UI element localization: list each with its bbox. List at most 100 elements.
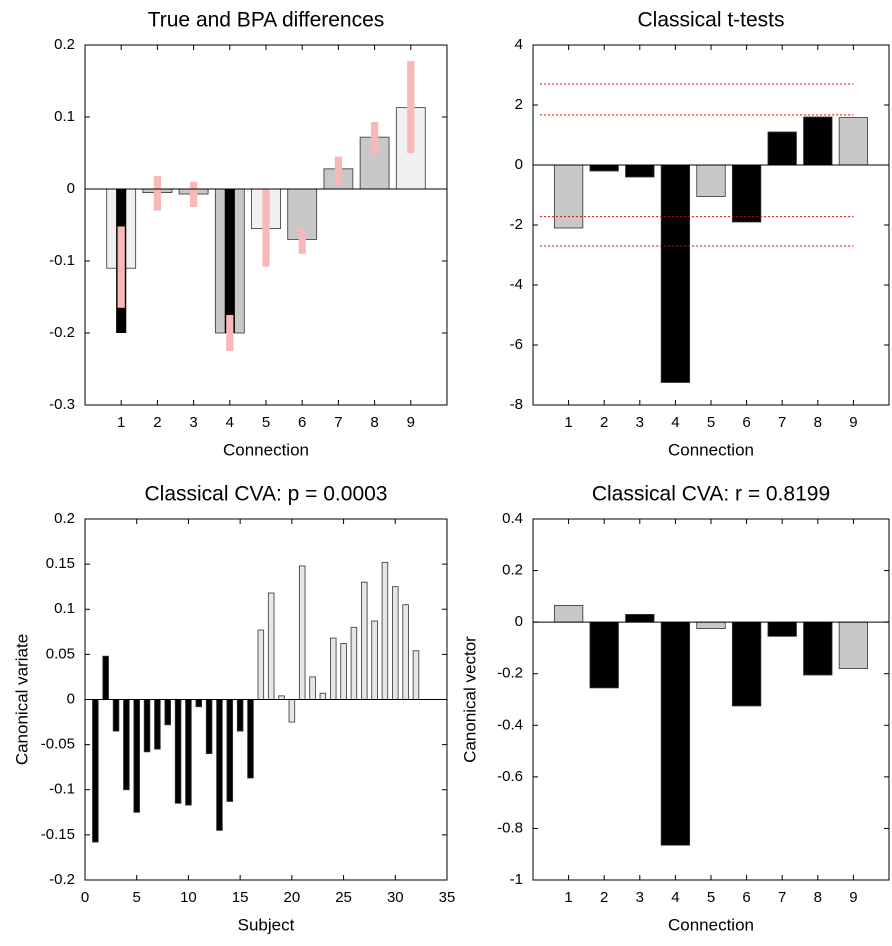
bar xyxy=(216,699,223,831)
bar xyxy=(803,116,833,166)
x-tick-label: 5 xyxy=(262,414,270,431)
bar xyxy=(298,565,306,700)
bar xyxy=(402,604,409,700)
interval xyxy=(226,315,234,351)
x-tick-label: 5 xyxy=(707,414,715,431)
x-tick-label: 9 xyxy=(407,414,415,431)
y-tick-label: 0 xyxy=(67,690,75,707)
x-tick-label: 0 xyxy=(81,889,89,906)
bar xyxy=(92,699,99,843)
bar xyxy=(696,164,726,197)
x-tick-label: 5 xyxy=(707,889,715,906)
bar xyxy=(247,699,254,779)
plot-frame xyxy=(532,518,890,881)
x-axis-label: Subject xyxy=(238,915,295,934)
y-tick-label: -8 xyxy=(510,396,523,413)
bar xyxy=(205,699,213,755)
y-tick-label: -0.4 xyxy=(497,716,523,733)
y-tick-label: -0.2 xyxy=(49,324,75,341)
x-tick-label: 10 xyxy=(180,889,197,906)
y-axis-label: Canonical variate xyxy=(12,634,31,765)
bar xyxy=(803,621,833,676)
bar xyxy=(412,650,420,700)
x-tick-label: 7 xyxy=(778,889,786,906)
bar xyxy=(133,699,140,813)
bar xyxy=(278,695,285,700)
y-tick-label: -0.15 xyxy=(41,826,75,843)
x-tick-label: 6 xyxy=(742,414,750,431)
bar xyxy=(257,629,265,700)
interval xyxy=(262,189,270,267)
y-tick-label: -2 xyxy=(510,216,523,233)
x-tick-label: 30 xyxy=(387,889,404,906)
x-tick-label: 8 xyxy=(814,414,822,431)
bar xyxy=(102,655,109,700)
y-tick-label: -4 xyxy=(510,276,523,293)
y-tick-label: 0.05 xyxy=(46,645,75,662)
x-tick-label: 25 xyxy=(335,889,352,906)
y-tick-label: -0.1 xyxy=(49,252,75,269)
x-tick-label: 7 xyxy=(778,414,786,431)
x-tick-label: 2 xyxy=(600,889,608,906)
bar xyxy=(154,699,161,750)
x-tick-label: 7 xyxy=(334,414,342,431)
y-axis-label: Canonical vector xyxy=(460,636,479,763)
bar xyxy=(236,699,244,732)
x-tick-label: 5 xyxy=(133,889,141,906)
x-tick-label: 1 xyxy=(564,414,572,431)
x-tick-label: 4 xyxy=(226,414,234,431)
bar xyxy=(381,561,389,700)
y-tick-label: -0.2 xyxy=(49,871,75,888)
y-tick-label: -0.05 xyxy=(41,736,75,753)
x-axis-label: Connection xyxy=(223,440,309,459)
y-tick-label: 0.2 xyxy=(54,510,75,527)
bar xyxy=(123,699,130,791)
chart-title: True and BPA differences xyxy=(148,9,385,32)
bar xyxy=(340,643,347,700)
y-tick-label: -1 xyxy=(510,871,523,888)
bar xyxy=(838,117,869,166)
bar xyxy=(553,604,584,623)
y-tick-label: -0.2 xyxy=(497,665,523,682)
x-tick-label: 3 xyxy=(636,414,644,431)
x-tick-label: 6 xyxy=(298,414,306,431)
bar xyxy=(174,699,182,804)
bar xyxy=(625,614,655,623)
y-tick-label: -0.1 xyxy=(49,781,75,798)
bar xyxy=(112,699,120,732)
x-tick-label: 6 xyxy=(742,889,750,906)
x-tick-label: 8 xyxy=(370,414,378,431)
plot-frame xyxy=(84,518,448,881)
x-tick-label: 35 xyxy=(439,889,456,906)
bar xyxy=(195,699,203,708)
x-tick-label: 9 xyxy=(849,414,857,431)
x-axis-label: Connection xyxy=(668,915,754,934)
y-tick-label: 0 xyxy=(515,156,523,173)
plot-frame xyxy=(532,44,890,406)
bar xyxy=(309,676,316,700)
bar xyxy=(589,621,619,689)
bar xyxy=(731,621,762,707)
bar xyxy=(319,692,327,700)
bar xyxy=(371,620,378,700)
bar xyxy=(164,699,171,726)
y-tick-label: 0 xyxy=(515,613,523,630)
y-tick-label: 0.1 xyxy=(54,600,75,617)
bar xyxy=(696,621,726,629)
x-tick-label: 1 xyxy=(117,414,125,431)
y-tick-label: 0 xyxy=(67,180,75,197)
bar xyxy=(267,592,275,700)
interval xyxy=(189,181,198,207)
x-tick-label: 20 xyxy=(284,889,301,906)
interval xyxy=(153,176,162,211)
x-tick-label: 9 xyxy=(849,889,857,906)
y-tick-label: 4 xyxy=(515,36,523,53)
bar xyxy=(329,637,337,700)
y-tick-label: 2 xyxy=(515,96,523,113)
bar xyxy=(589,164,619,172)
bar xyxy=(731,164,762,223)
bar xyxy=(660,164,691,383)
x-tick-label: 4 xyxy=(671,414,679,431)
y-tick-label: -6 xyxy=(510,336,523,353)
